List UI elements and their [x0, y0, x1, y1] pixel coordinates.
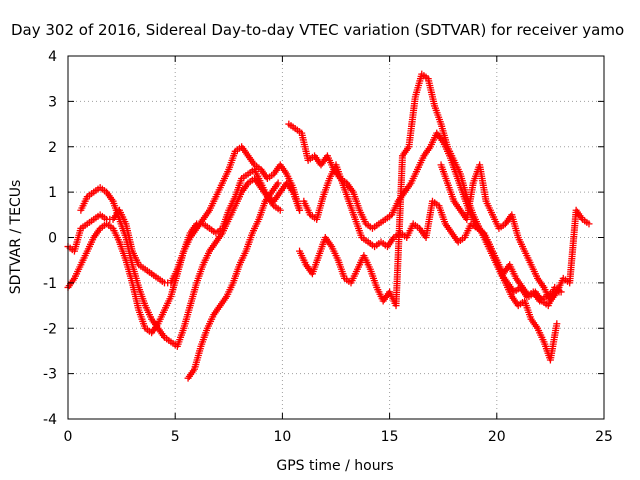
x-tick-label: 25 [595, 429, 613, 445]
x-axis-ticks: 0 5 10 15 20 25 [64, 56, 613, 445]
y-tick-label: -2 [43, 321, 57, 337]
y-axis-ticks: -4 -3 -2 -1 0 1 2 3 4 [43, 49, 604, 428]
data-point [585, 220, 593, 228]
x-tick-label: 5 [171, 429, 180, 445]
x-tick-label: 10 [273, 429, 291, 445]
chart-title: Day 302 of 2016, Sidereal Day-to-day VTE… [11, 21, 624, 39]
x-tick-label: 15 [381, 429, 399, 445]
data-points [64, 70, 593, 382]
y-axis-label: SDTVAR / TECUs [8, 180, 24, 295]
x-tick-label: 20 [488, 429, 506, 445]
y-tick-label: 0 [48, 231, 57, 247]
data-point [276, 206, 284, 214]
y-tick-label: 4 [48, 49, 57, 65]
y-tick-label: 2 [48, 140, 57, 156]
data-point [553, 320, 561, 328]
grid-lines [68, 56, 604, 419]
data-point [296, 206, 304, 214]
y-tick-label: -4 [43, 412, 57, 428]
data-point [274, 179, 282, 187]
y-tick-label: -1 [43, 276, 57, 292]
y-tick-label: -3 [43, 367, 57, 383]
y-tick-label: 3 [48, 94, 57, 110]
x-tick-label: 0 [64, 429, 73, 445]
x-axis-label: GPS time / hours [276, 458, 393, 474]
y-tick-label: 1 [48, 185, 57, 201]
